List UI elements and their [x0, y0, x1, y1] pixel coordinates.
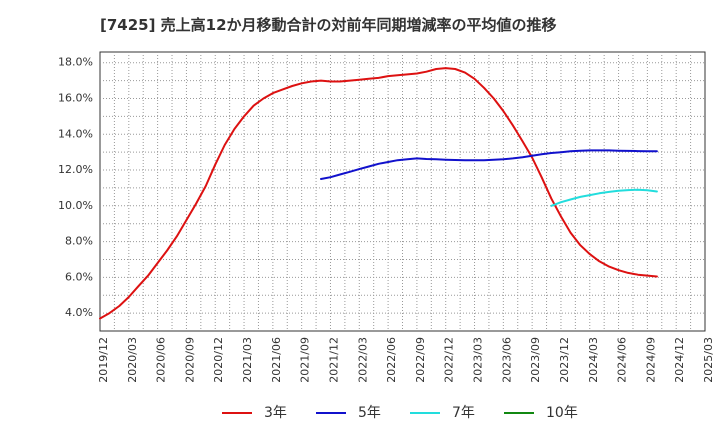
x-tick-label: 2024/03 [587, 337, 600, 383]
x-tick-label: 2021/03 [241, 337, 254, 383]
series-line [320, 149, 658, 180]
legend-label: 5年 [358, 405, 381, 421]
x-tick-label: 2021/09 [299, 337, 312, 383]
y-axis-ticks: 4.0% 6.0% 8.0% 10.0% 12.0% 14.0% 16.0% 18.0% [58, 56, 93, 319]
legend-label: 7年 [452, 405, 475, 421]
legend-label: 10年 [546, 405, 578, 421]
x-axis-ticks: 2019/12 2020/03 2020/06 2020/09 2020/12 2021/… [97, 337, 715, 383]
x-tick-label: 2020/03 [126, 337, 139, 383]
x-tick-label: 2024/12 [673, 337, 686, 383]
x-tick-label: 2025/03 [702, 337, 715, 383]
x-tick-label: 2022/09 [414, 337, 427, 383]
series-line [550, 188, 658, 207]
x-tick-label: 2022/03 [356, 337, 369, 383]
x-tick-label: 2021/06 [270, 337, 283, 383]
x-tick-label: 2019/12 [97, 337, 110, 383]
legend: 3年 5年 7年 10年 [222, 405, 578, 421]
x-tick-label: 2023/03 [472, 337, 485, 383]
y-tick-label: 14.0% [58, 127, 93, 140]
y-tick-label: 12.0% [58, 163, 93, 176]
x-tick-label: 2022/12 [443, 337, 456, 383]
y-tick-label: 8.0% [65, 235, 93, 248]
x-tick-label: 2023/06 [500, 337, 513, 383]
x-tick-label: 2020/09 [183, 337, 196, 383]
y-tick-label: 18.0% [58, 56, 93, 69]
x-tick-label: 2023/09 [529, 337, 542, 383]
y-tick-label: 16.0% [58, 92, 93, 105]
y-tick-label: 10.0% [58, 199, 93, 212]
x-tick-label: 2022/06 [385, 337, 398, 383]
x-tick-label: 2021/12 [327, 337, 340, 383]
x-tick-label: 2023/12 [558, 337, 571, 383]
y-tick-label: 6.0% [65, 270, 93, 283]
x-tick-label: 2024/09 [644, 337, 657, 383]
x-tick-label: 2020/06 [155, 337, 168, 383]
chart-title: [7425] 売上高12か月移動合計の対前年同期増減率の平均値の推移 [100, 16, 557, 34]
legend-label: 3年 [264, 405, 287, 421]
series-line [99, 67, 658, 320]
x-tick-label: 2024/06 [616, 337, 629, 383]
x-tick-label: 2020/12 [212, 337, 225, 383]
series-lines [99, 67, 658, 320]
grid-lines [100, 52, 705, 331]
y-tick-label: 4.0% [65, 306, 93, 319]
